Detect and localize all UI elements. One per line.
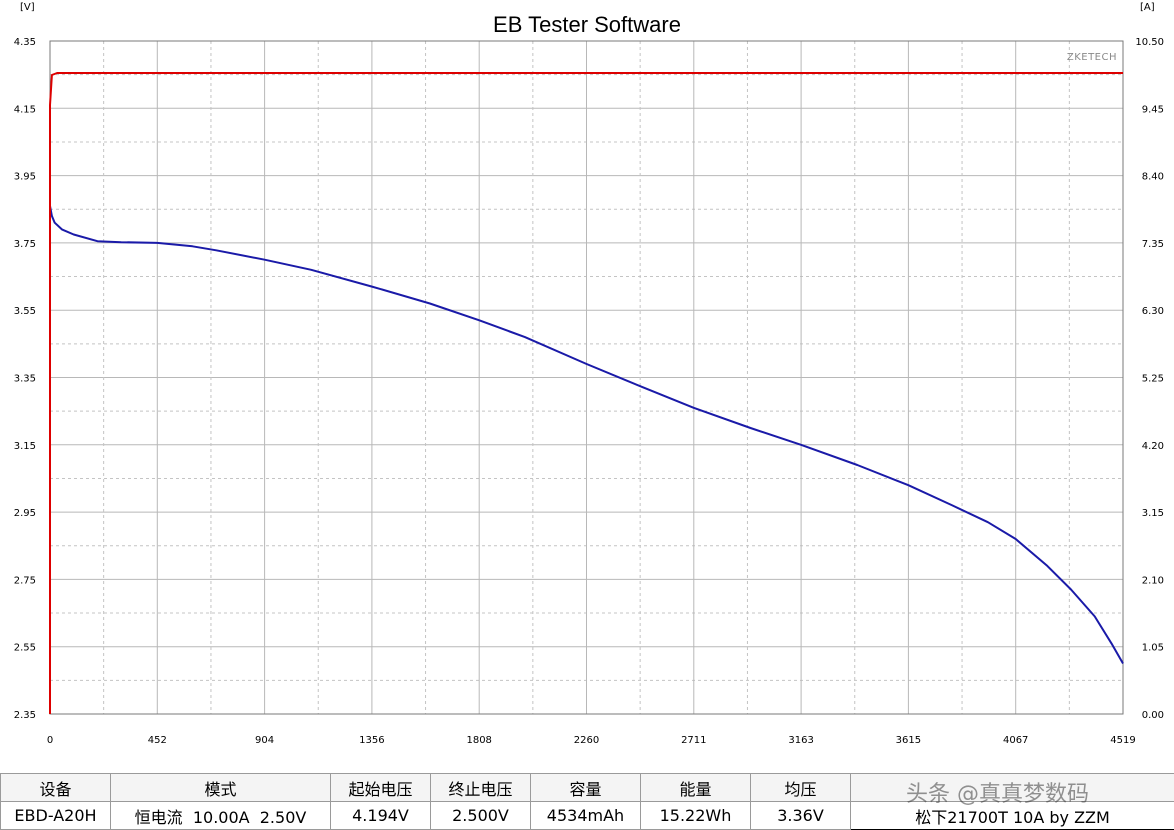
right-axis-tick-label: 2.10 [1142,575,1164,586]
left-axis-unit: [V] [20,2,35,13]
x-axis-tick-label: 452 [148,735,167,746]
x-axis-tick-label: 2260 [574,735,599,746]
left-axis-tick-label: 4.35 [14,37,36,48]
right-axis-tick-label: 6.30 [1142,306,1164,317]
left-axis-tick-label: 4.15 [14,104,36,115]
header-device: 设备 [1,774,111,802]
right-axis-unit: [A] [1140,2,1155,13]
x-axis-tick-label: 1356 [359,735,384,746]
value-start-voltage: 4.194V [331,802,431,830]
right-axis-tick-label: 1.05 [1142,643,1164,654]
header-note [851,774,1174,802]
x-axis-tick-label: 2711 [681,735,706,746]
left-axis-tick-label: 3.95 [14,172,36,183]
header-energy: 能量 [641,774,751,802]
header-start-voltage: 起始电压 [331,774,431,802]
header-end-voltage: 终止电压 [431,774,531,802]
header-mode: 模式 [111,774,331,802]
right-axis-tick-label: 9.45 [1142,104,1164,115]
summary-table: 设备 模式 起始电压 终止电压 容量 能量 均压 EBD-A20H 恒电流 10… [0,773,1174,830]
discharge-chart: EB Tester Software [V] [A] ZKETECH 4.354… [0,0,1174,773]
value-end-voltage: 2.500V [431,802,531,830]
x-axis-tick-label: 4067 [1003,735,1028,746]
right-axis-tick-label: 8.40 [1142,172,1164,183]
x-axis-tick-label: 3163 [788,735,813,746]
chart-title: EB Tester Software [493,12,681,37]
x-axis-tick-label: 3615 [896,735,921,746]
x-axis-tick-label: 4519 [1110,735,1135,746]
left-axis-tick-label: 2.55 [14,643,36,654]
right-axis-tick-label: 0.00 [1142,710,1164,721]
left-axis-tick-label: 3.75 [14,239,36,250]
right-axis-tick-label: 10.50 [1135,37,1164,48]
value-energy: 15.22Wh [641,802,751,830]
value-note: 松下21700T 10A by ZZM [851,802,1174,830]
brand-label: ZKETECH [1067,52,1117,63]
left-axis-tick-label: 2.75 [14,575,36,586]
value-average-voltage: 3.36V [751,802,851,830]
header-average-voltage: 均压 [751,774,851,802]
right-axis-tick-label: 4.20 [1142,441,1164,452]
value-device: EBD-A20H [1,802,111,830]
left-axis-tick-label: 3.35 [14,374,36,385]
right-axis-tick-label: 5.25 [1142,374,1164,385]
value-capacity: 4534mAh [531,802,641,830]
summary-header-row: 设备 模式 起始电压 终止电压 容量 能量 均压 [1,774,1174,802]
right-axis-tick-label: 7.35 [1142,239,1164,250]
left-axis-tick-label: 2.35 [14,710,36,721]
value-mode: 恒电流 10.00A 2.50V [111,802,331,830]
x-axis-tick-label: 0 [47,735,53,746]
left-axis-tick-label: 3.55 [14,306,36,317]
grid [50,41,1123,714]
right-axis-tick-label: 3.15 [1142,508,1164,519]
x-axis-tick-label: 1808 [466,735,491,746]
axis-ticks: 4.35 4.15 3.95 3.75 3.55 3.35 3.15 2.95 2.75 2.55… [14,37,1164,746]
left-axis-tick-label: 3.15 [14,441,36,452]
summary-value-row: EBD-A20H 恒电流 10.00A 2.50V 4.194V 2.500V … [1,802,1174,830]
x-axis-tick-label: 904 [255,735,274,746]
left-axis-tick-label: 2.95 [14,508,36,519]
header-capacity: 容量 [531,774,641,802]
